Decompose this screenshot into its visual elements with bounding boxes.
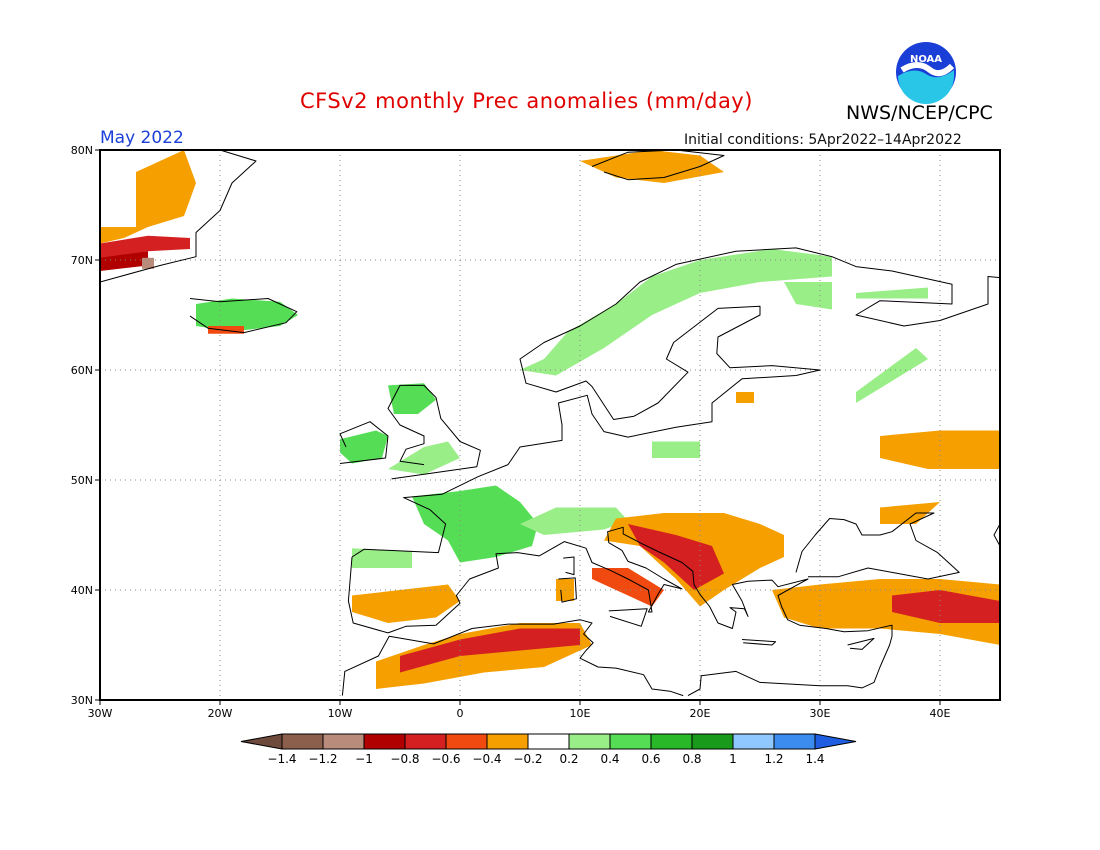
coastline-greenland (100, 150, 257, 283)
coastlines (100, 150, 1000, 697)
colorbar-label: 1 (729, 752, 737, 766)
anomaly-region-alps-wet (520, 507, 628, 535)
colorbar-bin (363, 733, 406, 750)
anomaly-region-greenland-south-deficit (100, 235, 190, 260)
colorbar-bin (527, 733, 570, 750)
forecast-month: May 2022 (100, 128, 184, 148)
coastline-caspian (993, 523, 1000, 547)
colorbar-label: 1.2 (764, 752, 783, 766)
coastline-ireland (339, 421, 389, 464)
lon-tick-label: 30W (88, 707, 113, 720)
anomaly-region-england-wet (388, 441, 460, 475)
colorbar-label: −0.2 (513, 752, 542, 766)
coastline-mainland (351, 247, 1000, 558)
noaa-logo-text: NOAA (910, 54, 942, 65)
latitude-ticks: 80N 70N 60N 50N 40N 30N (71, 144, 100, 707)
lon-tick-label: 20E (690, 707, 711, 720)
colorbar-label: 1.4 (805, 752, 824, 766)
lon-tick-label: 30E (810, 707, 831, 720)
coastline-crete (741, 639, 777, 646)
anomaly-region-greenland-brown (142, 257, 154, 269)
colorbar-label: −1 (355, 752, 373, 766)
colorbar-label: −0.6 (431, 752, 460, 766)
anomaly-region-italy-dry (592, 568, 664, 607)
anomaly-region-svalbard-dry (580, 150, 724, 183)
main-title: CFSv2 monthly Prec anomalies (mm/day) (300, 89, 753, 113)
colorbar: −1.4 −1.2 −1 −0.8 −0.6 −0.4 −0.2 0.2 0.4 0.6 0.8 1 1… (240, 733, 857, 766)
anomaly-region-ireland-wet (340, 430, 388, 464)
colorbar-below-arrow (240, 733, 283, 750)
lon-tick-label: 40E (930, 707, 951, 720)
coastline-sicily (608, 608, 648, 627)
map-frame (99, 149, 1001, 701)
colorbar-label: −0.8 (390, 752, 419, 766)
coastline-great-britain (387, 384, 481, 480)
coastline-africa-north (341, 619, 684, 697)
anomaly-regions (100, 150, 1000, 689)
anomaly-region-russia-north-wet (856, 287, 928, 299)
coastline-med-north (347, 526, 893, 697)
lat-tick-label: 40N (71, 584, 93, 597)
lon-tick-label: 0 (457, 707, 464, 720)
anomaly-region-turkey-strong (892, 590, 1000, 623)
lon-tick-label: 10E (570, 707, 591, 720)
colorbar-label: 0.4 (600, 752, 619, 766)
anomaly-region-iberia-north-wet (352, 548, 412, 568)
anomaly-region-greenland-south-strong (100, 251, 148, 271)
colorbar-bin (404, 733, 447, 750)
colorbar-bin (568, 733, 611, 750)
colorbar-bin (691, 733, 734, 750)
colorbar-bin (322, 733, 365, 750)
lat-tick-label: 60N (71, 364, 93, 377)
lat-tick-label: 80N (71, 144, 93, 157)
agency-label: NWS/NCEP/CPC (846, 102, 993, 124)
colorbar-bin (486, 733, 529, 750)
colorbar-bin (609, 733, 652, 750)
colorbar-label: 0.8 (682, 752, 701, 766)
anomaly-region-spain-dry (352, 584, 460, 623)
lat-tick-label: 50N (71, 474, 93, 487)
colorbar-bin (773, 733, 816, 750)
colorbar-bin (732, 733, 775, 750)
anomaly-region-poland-wet (652, 441, 700, 458)
lon-tick-label: 10W (328, 707, 353, 720)
anomaly-region-baltic-dry-1 (736, 392, 754, 403)
colorbar-label: −1.4 (267, 752, 296, 766)
coastline-svalbard (591, 150, 725, 181)
colorbar-bin (650, 733, 693, 750)
anomaly-region-balkans-strong (628, 524, 724, 590)
colorbar-bin (281, 733, 324, 750)
initial-conditions: Initial conditions: 5Apr2022–14Apr2022 (684, 132, 962, 148)
anomaly-region-greenland-east (100, 150, 196, 244)
anomaly-region-ukraine-dry (880, 502, 940, 524)
coastline-iceland (189, 298, 298, 334)
anomaly-region-scotland-wet (388, 383, 436, 414)
anomaly-region-france-wet (412, 485, 538, 563)
colorbar-label: −0.4 (472, 752, 501, 766)
anomaly-region-finland-wet (784, 282, 832, 310)
lat-tick-label: 30N (71, 694, 93, 707)
lat-tick-label: 70N (71, 254, 93, 267)
colorbar-label: 0.6 (641, 752, 660, 766)
lon-tick-label: 20W (208, 707, 233, 720)
anomaly-region-maghreb-strong (400, 628, 580, 673)
coastline-corsica (563, 556, 575, 576)
anomaly-region-russia-nw-wet (856, 348, 928, 403)
anomaly-region-iceland-dry (208, 326, 244, 334)
colorbar-label: −1.2 (308, 752, 337, 766)
colorbar-label: 0.2 (559, 752, 578, 766)
anomaly-region-norway-wet (520, 249, 832, 376)
coastline-cyprus (847, 637, 875, 650)
noaa-logo: NOAA (894, 40, 958, 108)
colorbar-above-arrow (814, 733, 857, 750)
colorbar-bin (445, 733, 488, 750)
coastline-black-sea (795, 512, 960, 580)
anomaly-region-iceland-wet (196, 298, 298, 332)
coastline-sardinia (558, 577, 577, 603)
graticule (100, 150, 1000, 700)
anomaly-region-russia-sw-dry (880, 430, 1000, 469)
longitude-ticks: 30W 20W 10W 0 10E 20E 30E 40E (88, 700, 951, 720)
